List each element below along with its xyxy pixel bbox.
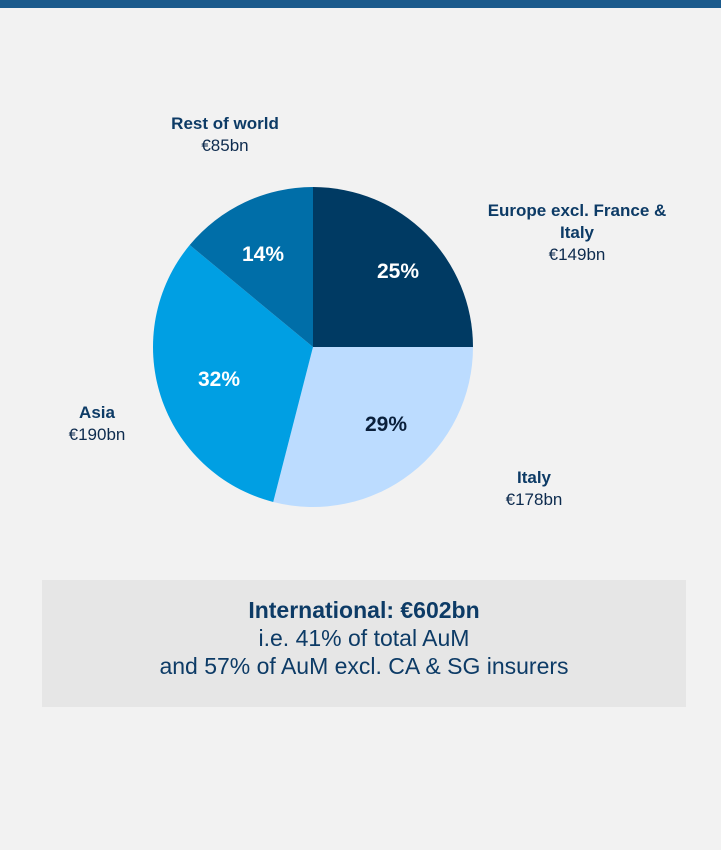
category-label: Europe excl. France & Italy €149bn	[477, 200, 677, 266]
category-amount: €178bn	[505, 490, 563, 509]
category-name: Europe excl. France & Italy	[487, 201, 667, 242]
category-amount: €149bn	[548, 245, 606, 264]
note-line: and 57% of AuM excl. CA & SG insurers	[159, 653, 569, 679]
category-name: Italy	[516, 468, 552, 487]
note-line: i.e. 41% of total AuM	[258, 625, 470, 651]
category-name: Asia	[79, 403, 115, 422]
slice-label: 32%	[197, 368, 241, 391]
pie-slice	[273, 347, 473, 507]
category-label: Rest of world €85bn	[171, 113, 279, 157]
category-label: Italy €178bn	[506, 467, 563, 511]
note-box: International: €602bn i.e. 41% of total …	[42, 580, 686, 707]
slice-label: 29%	[364, 413, 408, 436]
category-name: Rest of world	[171, 114, 279, 133]
category-amount: €85bn	[201, 136, 249, 155]
pie-slice	[189, 187, 313, 347]
slice-label: 14%	[241, 243, 285, 266]
slice-label: 25%	[376, 260, 420, 283]
category-label: Asia €190bn	[69, 402, 126, 446]
note-title: International: €602bn	[248, 597, 480, 623]
category-amount: €190bn	[68, 425, 126, 444]
pie-slice	[313, 187, 473, 347]
pie-slice	[153, 245, 313, 502]
top-bar	[0, 0, 721, 8]
